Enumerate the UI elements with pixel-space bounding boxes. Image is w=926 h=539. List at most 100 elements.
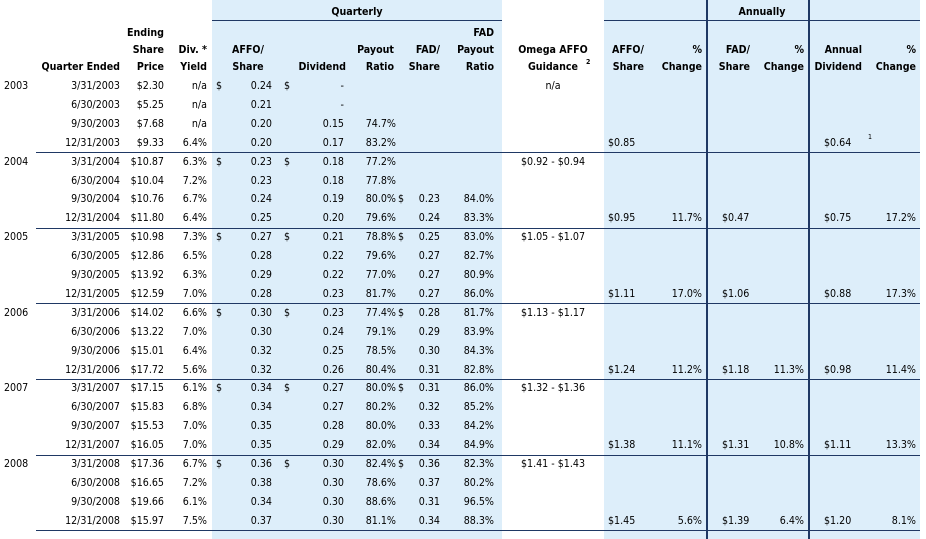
- dividend-currency: $: [284, 382, 291, 395]
- fad-share: 0.32: [418, 401, 440, 414]
- div-yield: 6.4%: [182, 344, 207, 357]
- annual-fad-change: [754, 286, 804, 302]
- annual-dividend: $0.98: [824, 363, 852, 376]
- fad-payout-ratio: 82.8%: [463, 363, 494, 376]
- quarterly-band: [212, 0, 502, 539]
- quarterly-header-rule: [212, 20, 502, 21]
- dividend-currency: $: [284, 458, 291, 470]
- year-label: 2007: [4, 382, 29, 395]
- div-yield: n/a: [191, 98, 207, 111]
- fad-share: [404, 97, 440, 113]
- dividend-currency: [284, 324, 296, 340]
- payout-ratio: 80.0%: [365, 193, 396, 206]
- fad-payout-ratio: 82.3%: [463, 458, 494, 470]
- fad-payout-ratio: 86.0%: [463, 287, 494, 300]
- fad-payout-ratio: 80.9%: [463, 269, 494, 281]
- fad-payout-ratio: 84.3%: [463, 344, 494, 357]
- guidance-value: $1.05 - $1.07: [520, 231, 586, 244]
- quarter-date: 6/30/2008: [71, 476, 120, 489]
- div-yield: n/a: [191, 80, 207, 92]
- year-label: 2005: [4, 231, 29, 244]
- annual-fad-change: [754, 210, 804, 226]
- affo-currency: [216, 399, 228, 415]
- div-yield: 6.4%: [182, 136, 207, 149]
- payout-ratio: 79.6%: [365, 212, 396, 225]
- quarter-date: 6/30/2006: [71, 325, 120, 338]
- fad-payout-ratio: 84.0%: [463, 193, 494, 206]
- fad-share: 0.28: [418, 306, 440, 319]
- quarter-date: 12/31/2006: [65, 363, 120, 376]
- affo-currency: $: [216, 155, 223, 168]
- annual-affo-change: 11.7%: [671, 212, 702, 225]
- div-yield: 7.0%: [182, 287, 207, 300]
- affo-currency: [216, 343, 228, 359]
- dividend-currency: [284, 437, 296, 453]
- div-yield: 6.7%: [182, 458, 207, 470]
- share-price: $17.36: [130, 458, 164, 470]
- dividend: 0.21: [322, 231, 344, 244]
- fad-payout-ratio: 85.2%: [463, 401, 494, 414]
- annual-fad-change: 6.4%: [779, 514, 804, 527]
- affo-share: 0.21: [250, 98, 272, 111]
- quarter-date: 3/31/2003: [71, 80, 120, 92]
- header-a_affo_chg-2: Change: [661, 61, 702, 73]
- header-price-2: Share: [132, 44, 164, 56]
- affo-share: 0.36: [250, 458, 272, 470]
- header-yield-1: Div. *: [178, 44, 207, 56]
- div-yield: 6.3%: [182, 155, 207, 168]
- affo-share: 0.34: [250, 382, 272, 395]
- header-fad-2: Share: [408, 61, 440, 73]
- affo-currency: [216, 97, 228, 113]
- dividend: 0.23: [322, 287, 344, 300]
- quarter-date: 3/31/2008: [71, 458, 120, 470]
- dividend: 0.20: [322, 212, 344, 225]
- annual-dividend: $0.88: [824, 287, 852, 300]
- dividend-currency: [284, 343, 296, 359]
- annually-band: [604, 0, 920, 539]
- annual-fad: $1.18: [722, 363, 750, 376]
- fad-share: 0.25: [418, 231, 440, 244]
- share-price: $11.80: [130, 212, 164, 225]
- header-a_div-1: Annual: [824, 44, 862, 56]
- annual-fad: $1.31: [722, 439, 750, 452]
- year-separator-rule: [36, 152, 920, 154]
- year-label: 2003: [4, 80, 29, 92]
- payout-ratio: 77.0%: [365, 269, 396, 281]
- affo-currency: [216, 116, 228, 132]
- annual-divider-1: [706, 0, 708, 539]
- quarter-date: 9/30/2004: [71, 193, 120, 206]
- header-fadpayout-2: Payout: [457, 44, 494, 56]
- div-yield: 6.7%: [182, 193, 207, 206]
- annual-fad: $1.06: [722, 287, 750, 300]
- dividend: 0.25: [322, 344, 344, 357]
- affo-share: 0.20: [250, 117, 272, 130]
- dividend: 0.29: [322, 439, 344, 452]
- guidance-value: $1.32 - $1.36: [520, 382, 586, 395]
- payout-ratio: 80.0%: [365, 382, 396, 395]
- fad-share: [404, 173, 440, 189]
- fad-payout-ratio: [446, 135, 494, 151]
- affo-currency: [216, 248, 228, 264]
- affo-currency: $: [216, 80, 223, 92]
- header-dividend-1: Dividend: [298, 61, 346, 73]
- fad-payout-ratio: [446, 97, 494, 113]
- affo-currency: [216, 513, 228, 529]
- dividend-currency: $: [284, 306, 291, 319]
- payout-ratio: 78.8%: [365, 231, 396, 244]
- quarter-date: 12/31/2004: [65, 212, 120, 225]
- share-price: $2.30: [136, 80, 164, 92]
- dividend: 0.18: [322, 174, 344, 187]
- fad-payout-ratio: 83.0%: [463, 231, 494, 244]
- dividend-currency: [284, 248, 296, 264]
- quarter-date: 6/30/2005: [71, 250, 120, 263]
- share-price: $12.86: [130, 250, 164, 263]
- annual-affo: $1.24: [608, 363, 636, 376]
- dividend-currency: [284, 513, 296, 529]
- dividend: 0.30: [322, 514, 344, 527]
- annual-affo-change: [654, 135, 702, 151]
- fad-payout-ratio: 84.2%: [463, 420, 494, 433]
- fad-share: 0.23: [418, 193, 440, 206]
- annual-affo: $1.38: [608, 439, 636, 452]
- annually-header-rule: [604, 20, 920, 21]
- share-price: $16.65: [130, 476, 164, 489]
